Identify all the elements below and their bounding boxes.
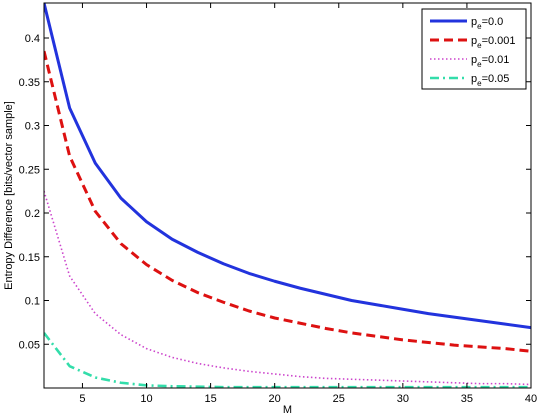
legend-entry-3: pe=0.01: [471, 54, 509, 69]
x-tick-label: 10: [140, 393, 152, 405]
axes: [43, 2, 532, 389]
x-tick-label: 25: [333, 393, 345, 405]
legend-entry-4: pe=0.05: [471, 73, 509, 88]
y-tick-label: 0.3: [25, 121, 40, 133]
x-tick-label: 5: [79, 393, 85, 405]
legend-entry-subscript: e: [477, 79, 482, 88]
legend-entry-value: =0.0: [482, 16, 504, 28]
legend-entry-2: pe=0.001: [471, 35, 516, 50]
x-axis-label: M: [283, 404, 292, 416]
axes-box: [43, 2, 532, 389]
legend-entry-subscript: e: [477, 60, 482, 69]
series-layer: [44, 3, 531, 388]
x-tick-label: 35: [461, 393, 473, 405]
legend-entry-subscript: e: [477, 22, 482, 31]
y-axis-label: Entropy Difference [bits/vector sample]: [3, 101, 15, 290]
x-tick-label: 15: [204, 393, 216, 405]
legend-entry-name: p: [471, 35, 477, 47]
legend-entry-value: =0.05: [482, 73, 510, 85]
y-tick-label: 0.1: [25, 296, 40, 308]
x-tick-label: 20: [269, 393, 281, 405]
legend-entry-1: pe=0.0: [471, 16, 503, 31]
x-tick-label: 30: [397, 393, 409, 405]
series-line-4: [44, 332, 531, 388]
series-line-3: [44, 190, 531, 386]
legend-entry-name: p: [471, 73, 477, 85]
y-tick-label: 0.2: [25, 208, 40, 220]
y-tick-label: 0.25: [19, 164, 40, 176]
legend-entry-value: =0.01: [482, 54, 510, 66]
ticks: 5 10 15 20 25 30 35 40 0.05 0.1 0.15 0.2 0.25 0.3 0.35…: [19, 3, 537, 405]
legend-entry-name: p: [471, 16, 477, 28]
y-tick-label: 0.35: [19, 77, 40, 89]
series-line-1: [44, 3, 531, 330]
x-tick-label: 40: [525, 393, 537, 405]
y-tick-label: 0.05: [19, 339, 40, 351]
legend-entry-value: =0.001: [482, 35, 516, 47]
legend-entry-subscript: e: [477, 41, 482, 50]
legend-entry-name: p: [471, 54, 477, 66]
series-line-2: [44, 50, 531, 353]
y-tick-label: 0.15: [19, 252, 40, 264]
y-tick-label: 0.4: [25, 33, 40, 45]
